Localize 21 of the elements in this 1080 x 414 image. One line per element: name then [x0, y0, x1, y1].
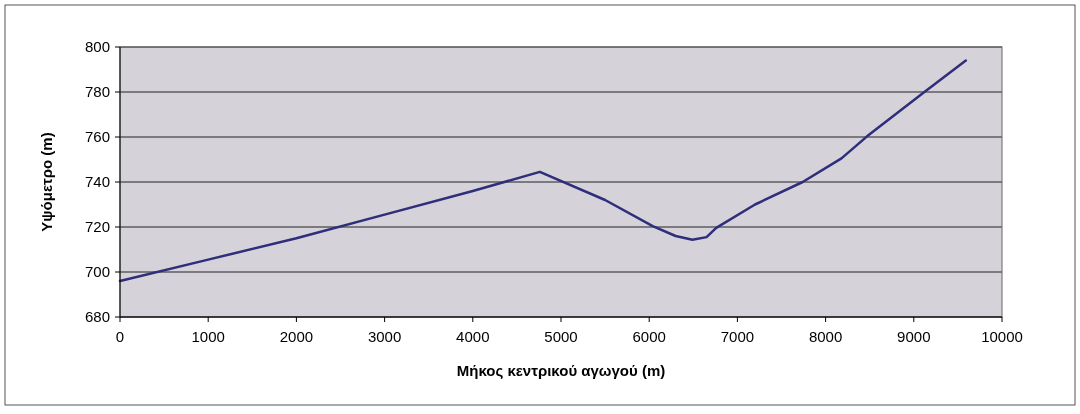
line-series — [118, 59, 968, 283]
x-axis-title: Μήκος κεντρικού αγωγού (m) — [456, 362, 666, 379]
x-tick-label: 3000 — [367, 328, 402, 345]
y-axis-title: Υψόμετρο (m) — [38, 132, 55, 232]
y-tick-label: 740 — [84, 173, 110, 191]
x-tick-label: 0 — [115, 328, 125, 345]
x-tick-label: 5000 — [544, 328, 578, 345]
y-tick-label: 720 — [84, 218, 110, 236]
y-tick-label: 680 — [84, 308, 110, 326]
x-tick-label: 6000 — [632, 328, 666, 345]
x-tick-label: 4000 — [456, 328, 490, 345]
x-tick-label: 8000 — [808, 328, 843, 345]
x-tick-label: 9000 — [897, 328, 931, 345]
x-tick-label: 2000 — [279, 328, 314, 345]
x-tick-label: 10000 — [981, 328, 1023, 345]
y-tick-label: 700 — [84, 263, 110, 281]
y-tick-label: 760 — [84, 128, 110, 146]
x-tick-label: 1000 — [191, 328, 225, 345]
x-tick-label: 7000 — [720, 328, 755, 345]
y-tick-label: 800 — [84, 38, 110, 56]
y-tick-label: 780 — [84, 83, 110, 101]
